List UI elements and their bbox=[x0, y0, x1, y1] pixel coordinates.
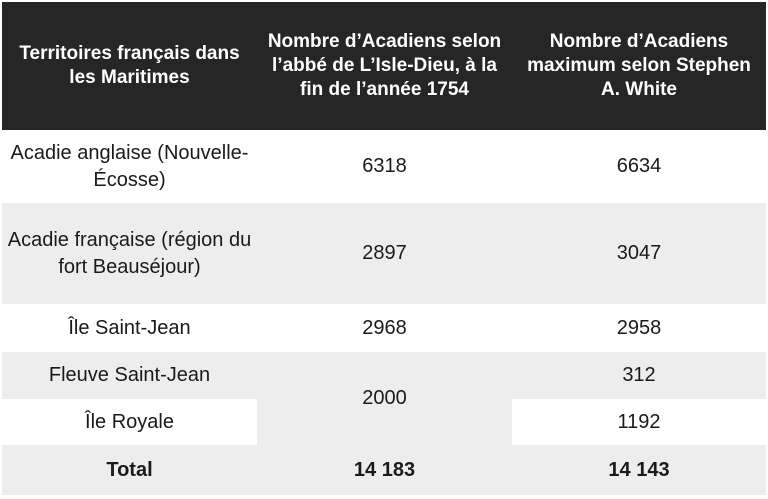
total-white: 14 143 bbox=[512, 445, 766, 495]
header-white: Nombre d’Acadiens maximum selon Stephen … bbox=[512, 2, 766, 130]
table-row: Île Royale 1192 bbox=[2, 399, 766, 445]
cell-territory: Île Royale bbox=[2, 399, 257, 445]
header-row: Territoires français dans les Maritimes … bbox=[2, 2, 766, 130]
cell-isle-dieu-merged: 2000 bbox=[257, 352, 512, 445]
table-row: Île Saint-Jean 2968 2958 bbox=[2, 304, 766, 352]
cell-isle-dieu: 2897 bbox=[257, 203, 512, 304]
cell-white: 2958 bbox=[512, 304, 766, 352]
header-isle-dieu-label: Nombre d’Acadiens selon l’abbé de L’Isle… bbox=[267, 31, 502, 100]
table-header: Territoires français dans les Maritimes … bbox=[2, 2, 766, 130]
total-row: Total 14 183 14 143 bbox=[2, 445, 766, 495]
table-row: Fleuve Saint-Jean 2000 312 bbox=[2, 352, 766, 445]
cell-territory: Acadie française (région du fort Beauséj… bbox=[2, 203, 257, 304]
cell-isle-dieu: 2968 bbox=[257, 304, 512, 352]
header-isle-dieu: Nombre d’Acadiens selon l’abbé de L’Isle… bbox=[257, 2, 512, 130]
cell-white: 3047 bbox=[512, 203, 766, 304]
cell-white: 312 bbox=[512, 352, 766, 399]
cell-white: 6634 bbox=[512, 130, 766, 203]
cell-white: 1192 bbox=[512, 399, 766, 445]
cell-territory: Fleuve Saint-Jean bbox=[2, 352, 257, 399]
cell-isle-dieu: 6318 bbox=[257, 130, 512, 203]
header-white-label: Nombre d’Acadiens maximum selon Stephen … bbox=[527, 31, 751, 100]
cell-territory: Île Saint-Jean bbox=[2, 304, 257, 352]
header-territory-label: Territoires français dans les Maritimes bbox=[19, 43, 240, 88]
total-label: Total bbox=[2, 445, 257, 495]
table-row: Acadie française (région du fort Beauséj… bbox=[2, 203, 766, 304]
table-body: Acadie anglaise (Nouvelle-Écosse) 6318 6… bbox=[2, 130, 766, 495]
table-row: Acadie anglaise (Nouvelle-Écosse) 6318 6… bbox=[2, 130, 766, 203]
cell-territory: Acadie anglaise (Nouvelle-Écosse) bbox=[2, 130, 257, 203]
header-territory: Territoires français dans les Maritimes bbox=[2, 2, 257, 130]
total-isle-dieu: 14 183 bbox=[257, 445, 512, 495]
